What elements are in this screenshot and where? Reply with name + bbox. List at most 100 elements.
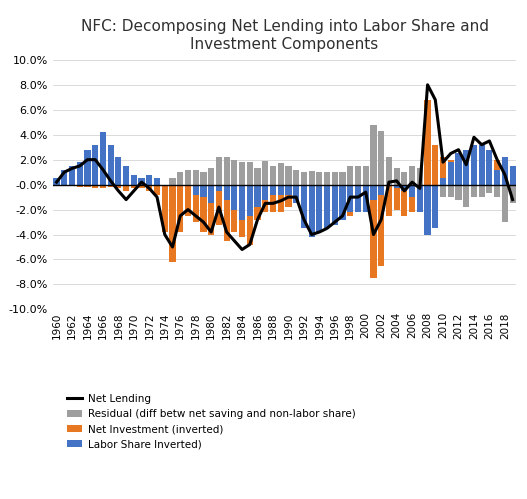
Bar xyxy=(401,185,407,191)
Bar xyxy=(92,185,99,189)
Bar xyxy=(270,185,276,212)
Bar xyxy=(192,185,199,195)
Bar xyxy=(61,170,67,185)
Bar xyxy=(301,185,307,229)
Bar xyxy=(394,185,400,210)
Bar xyxy=(339,185,346,220)
Bar xyxy=(394,169,400,185)
Bar xyxy=(185,170,191,185)
Bar xyxy=(355,185,361,212)
Bar xyxy=(61,184,67,185)
Net Lending xyxy=(239,247,245,252)
Bar xyxy=(370,125,377,185)
Bar xyxy=(447,185,454,197)
Bar xyxy=(494,170,500,185)
Bar xyxy=(139,185,145,189)
Bar xyxy=(471,145,477,185)
Bar xyxy=(177,172,183,185)
Bar xyxy=(192,170,199,185)
Bar xyxy=(255,185,261,220)
Bar xyxy=(463,150,470,185)
Bar xyxy=(293,185,299,204)
Bar xyxy=(378,185,384,195)
Bar xyxy=(440,157,446,185)
Bar xyxy=(293,185,299,200)
Bar xyxy=(331,185,338,210)
Bar xyxy=(347,185,354,212)
Bar xyxy=(394,185,400,189)
Bar xyxy=(76,162,83,185)
Net Lending xyxy=(131,188,137,194)
Bar xyxy=(324,185,330,229)
Bar xyxy=(409,185,415,197)
Bar xyxy=(100,132,106,185)
Bar xyxy=(69,184,75,185)
Bar xyxy=(301,172,307,185)
Bar xyxy=(510,166,516,185)
Bar xyxy=(363,185,369,212)
Bar xyxy=(255,185,261,207)
Bar xyxy=(324,185,330,212)
Bar xyxy=(200,185,207,232)
Bar xyxy=(486,166,493,185)
Bar xyxy=(401,172,407,185)
Bar xyxy=(69,185,75,186)
Bar xyxy=(370,185,377,278)
Bar xyxy=(208,169,214,185)
Bar xyxy=(216,185,222,191)
Bar xyxy=(424,172,431,185)
Bar xyxy=(84,150,91,185)
Bar xyxy=(146,175,152,185)
Bar xyxy=(486,150,493,185)
Bar xyxy=(200,185,207,197)
Bar xyxy=(108,185,114,187)
Bar xyxy=(401,185,407,216)
Bar xyxy=(386,185,392,216)
Bar xyxy=(92,145,99,185)
Net Lending xyxy=(169,244,175,250)
Bar xyxy=(316,185,323,212)
Bar xyxy=(308,185,315,204)
Bar xyxy=(115,185,122,189)
Bar xyxy=(131,185,137,189)
Net Lending xyxy=(424,82,431,88)
Bar xyxy=(347,166,354,185)
Bar xyxy=(463,185,470,207)
Bar xyxy=(316,185,323,232)
Bar xyxy=(285,166,291,185)
Bar xyxy=(424,100,431,185)
Bar xyxy=(502,157,508,185)
Bar xyxy=(131,175,137,185)
Bar xyxy=(370,185,377,200)
Bar xyxy=(262,185,268,212)
Net Lending xyxy=(510,197,516,203)
Bar xyxy=(154,179,160,185)
Bar xyxy=(255,169,261,185)
Bar xyxy=(293,170,299,185)
Bar xyxy=(432,185,438,195)
Bar xyxy=(61,185,67,186)
Bar xyxy=(231,185,238,210)
Bar xyxy=(192,185,199,222)
Bar xyxy=(417,185,423,210)
Bar xyxy=(440,179,446,185)
Title: NFC: Decomposing Net Lending into Labor Share and
Investment Components: NFC: Decomposing Net Lending into Labor … xyxy=(81,19,489,52)
Bar xyxy=(331,185,338,225)
Bar xyxy=(409,166,415,185)
Bar xyxy=(278,164,284,185)
Bar xyxy=(494,185,500,197)
Bar xyxy=(262,161,268,185)
Bar xyxy=(223,185,230,200)
Bar xyxy=(417,185,423,212)
Bar xyxy=(447,160,454,185)
Bar xyxy=(162,185,168,232)
Bar xyxy=(154,185,160,195)
Net Lending xyxy=(53,179,60,185)
Bar xyxy=(510,179,516,185)
Bar xyxy=(479,185,485,197)
Bar xyxy=(208,185,214,204)
Bar xyxy=(69,166,75,185)
Bar xyxy=(270,185,276,195)
Bar xyxy=(169,185,175,262)
Bar xyxy=(100,185,106,189)
